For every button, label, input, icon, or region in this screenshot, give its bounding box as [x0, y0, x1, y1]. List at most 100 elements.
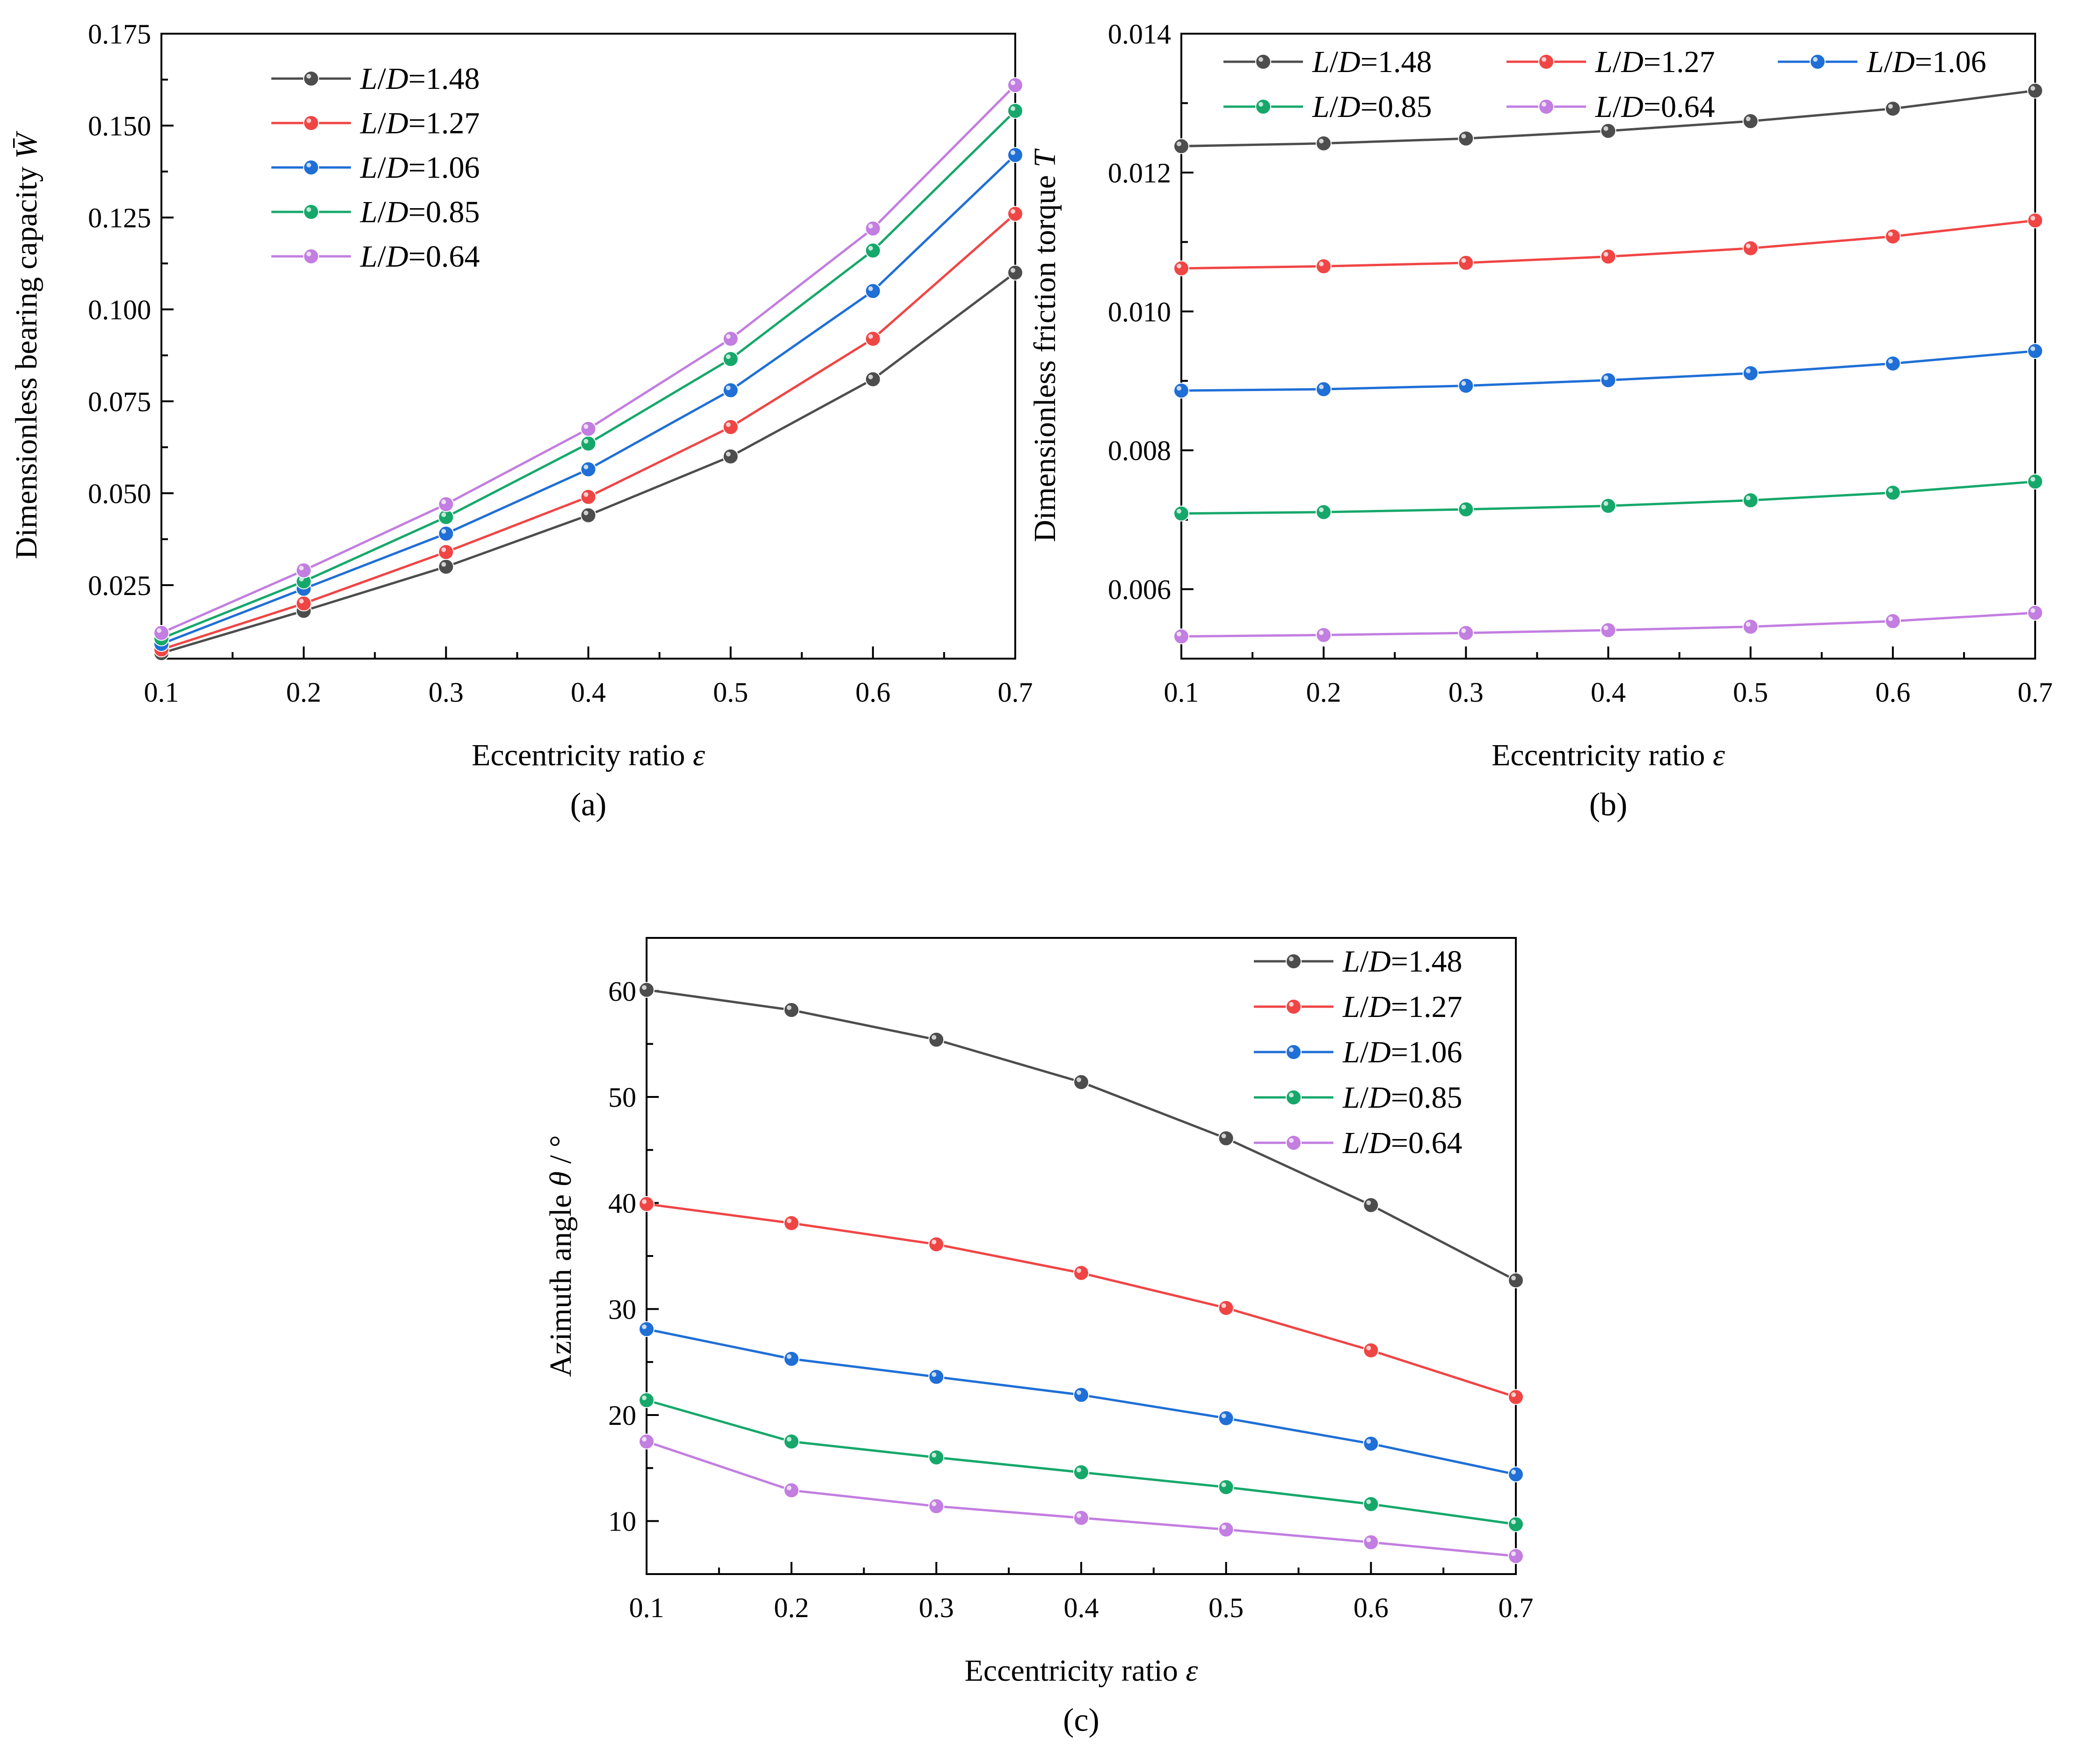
data-point-highlight [1888, 488, 1893, 493]
legend-slash: / [1613, 90, 1622, 124]
legend-label: L/D=0.85 [360, 195, 480, 229]
data-point-highlight [1603, 126, 1608, 131]
data-point [1363, 1342, 1379, 1358]
data-point [1742, 113, 1759, 130]
data-point [783, 1215, 800, 1231]
data-point-highlight [1603, 375, 1608, 380]
data-point-highlight [868, 334, 873, 339]
data-point-highlight [786, 1218, 792, 1223]
data-point [928, 1498, 945, 1514]
x-tick-label: 0.6 [1354, 1592, 1389, 1623]
legend-var: D [1621, 90, 1644, 124]
data-point [865, 331, 881, 347]
y-tick-label: 0.006 [1108, 574, 1171, 605]
data-point-highlight [642, 1324, 647, 1329]
y-tick-label: 0.008 [1108, 436, 1171, 466]
data-point [928, 1031, 945, 1048]
legend-var: L [1342, 1081, 1360, 1115]
x-axis-title-symbol: ε [693, 738, 705, 772]
x-axis-title: Eccentricity ratio ε [965, 1654, 1198, 1688]
series-064 [153, 77, 1023, 641]
data-point-highlight [726, 451, 731, 457]
data-point-highlight [786, 1005, 792, 1010]
legend-marker-highlight [306, 207, 311, 212]
data-point-highlight [1603, 625, 1608, 631]
data-point-highlight [1511, 1469, 1516, 1474]
data-point [1508, 1466, 1524, 1482]
legend-marker [1286, 999, 1302, 1015]
x-tick-label: 0.7 [998, 677, 1033, 708]
data-point [639, 1321, 655, 1337]
data-point [1073, 1387, 1089, 1403]
data-point-highlight [441, 547, 446, 552]
series-127 [153, 206, 1023, 658]
legend-var: L [1866, 45, 1884, 79]
data-point [1316, 627, 1332, 643]
data-point-highlight [642, 1437, 647, 1442]
data-point-highlight [583, 492, 589, 497]
data-point [1885, 228, 1901, 245]
y-axis-title-symbol: θ [544, 1171, 578, 1186]
data-point-highlight [1366, 1345, 1371, 1350]
data-point-highlight [1888, 359, 1893, 364]
legend-var: D [386, 62, 408, 96]
series-148 [639, 982, 1524, 1289]
data-point-highlight [642, 1395, 647, 1401]
data-point [1316, 135, 1332, 152]
series-127 [1173, 212, 2043, 276]
data-point-highlight [441, 499, 446, 504]
legend-value: =0.64 [1391, 1126, 1463, 1160]
x-tick-label: 0.6 [855, 677, 890, 708]
legend-var: D [1368, 944, 1391, 979]
data-point [865, 242, 881, 259]
y-tick-label: 0.075 [88, 386, 151, 417]
legend-var: L [360, 62, 378, 96]
x-axis-title-text: Eccentricity ratio [1492, 738, 1713, 772]
legend-label: L/D=1.06 [360, 151, 480, 185]
x-tick-label: 0.3 [429, 677, 464, 708]
data-point [1885, 485, 1901, 501]
data-point-highlight [1366, 1499, 1371, 1504]
panel-caption: (c) [1063, 1702, 1099, 1738]
data-point [1007, 264, 1023, 281]
legend-var: D [1621, 45, 1644, 79]
legend-marker [1538, 54, 1554, 70]
data-point-highlight [1461, 504, 1466, 509]
data-point-highlight [1221, 1413, 1226, 1418]
data-point [1508, 1389, 1524, 1405]
legend-marker [1286, 1135, 1302, 1151]
plot-frame [160, 33, 1016, 660]
data-point [2027, 605, 2043, 621]
data-point [153, 624, 169, 641]
data-point [1600, 622, 1616, 639]
legend-value: =1.48 [1391, 944, 1463, 979]
legend-value: =1.48 [408, 62, 480, 96]
data-point-highlight [2030, 477, 2035, 482]
legend-value: =1.06 [408, 151, 480, 185]
legend-label: L/D=0.64 [1595, 90, 1715, 124]
y-axis-title-text: Azimuth angle [544, 1187, 578, 1377]
legend-var: D [386, 151, 408, 185]
data-point [1508, 1548, 1524, 1564]
legend-value: =1.27 [1644, 45, 1715, 79]
series-106 [639, 1321, 1524, 1482]
data-point-highlight [441, 529, 446, 534]
legend-entry: L/D=1.48 [1223, 45, 1432, 79]
legend-entry: L/D=1.27 [1254, 990, 1462, 1024]
legend-var: D [386, 106, 408, 140]
x-tick-label: 0.7 [2018, 677, 2053, 708]
data-point [1007, 103, 1023, 119]
data-point-highlight [1319, 630, 1324, 635]
data-point [580, 489, 597, 505]
legend-var: L [1312, 45, 1330, 79]
data-point [865, 283, 881, 299]
data-point [1316, 381, 1332, 398]
legend-marker [1255, 54, 1271, 70]
data-point [2027, 82, 2043, 99]
x-tick-label: 0.1 [144, 677, 179, 708]
legend-entry: L/D=1.06 [271, 151, 480, 185]
legend-label: L/D=0.64 [1342, 1126, 1462, 1160]
data-point [1218, 1130, 1234, 1147]
